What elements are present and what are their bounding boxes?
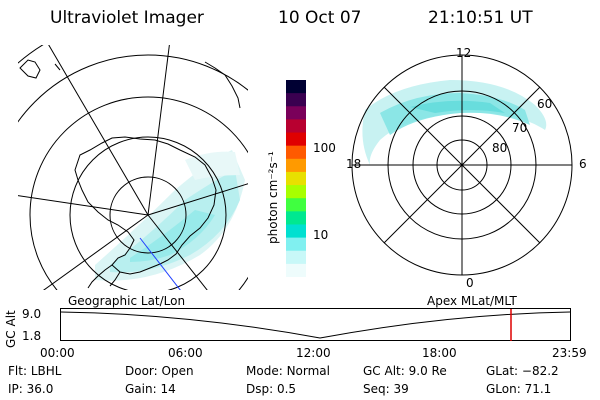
left-coastline-south-america	[19, 59, 241, 109]
status-door-value: Open	[161, 364, 194, 378]
altitude-tick-high: 9.0	[22, 307, 42, 321]
colorbar-band	[286, 250, 306, 265]
colorbar-band	[286, 119, 306, 134]
time-tick-0000: 00:00	[40, 346, 75, 360]
status-dsp: Dsp: 0.5	[246, 382, 296, 396]
status-glat-label: GLat:	[486, 364, 519, 378]
status-gain-label: Gain:	[125, 382, 157, 396]
mlat-label-70: 70	[512, 121, 528, 135]
time-tick-2359: 23:59	[552, 346, 587, 360]
mlat-label-80: 80	[492, 141, 508, 155]
status-glon-label: GLon:	[486, 382, 521, 396]
colorbar-band	[286, 171, 306, 186]
colorbar-band	[286, 198, 306, 212]
status-ip-value: 36.0	[26, 382, 54, 396]
colorbar-band	[286, 145, 306, 160]
status-dsp-value: 0.5	[276, 382, 297, 396]
mlat-label-60: 60	[537, 97, 553, 111]
status-ip-label: IP:	[8, 382, 23, 396]
mlt-label-left: 18	[346, 157, 362, 171]
mlt-label-bottom: 0	[466, 276, 474, 290]
status-door-label: Door:	[125, 364, 158, 378]
colorbar-tick-100: 100	[313, 141, 336, 155]
colorbar-tick-10: 10	[313, 228, 329, 242]
geographic-map	[18, 45, 248, 290]
status-mode-value: Normal	[286, 364, 330, 378]
altitude-plot-frame	[60, 308, 571, 341]
status-seq: Seq: 39	[363, 382, 409, 396]
altitude-curve	[60, 311, 571, 339]
status-gain: Gain: 14	[125, 382, 176, 396]
colorbar-band	[286, 211, 306, 226]
left-track-line	[139, 237, 181, 290]
status-gc-alt-value: 9.0 Re	[408, 364, 447, 378]
colorbar-band	[286, 93, 306, 107]
altitude-tick-low: 1.8	[22, 329, 42, 343]
status-seq-label: Seq:	[363, 382, 390, 396]
status-glon-value: 71.1	[524, 382, 552, 396]
status-glat-value: −82.2	[521, 364, 559, 378]
status-glat: GLat: −82.2	[486, 364, 559, 378]
status-filter-value: LBHL	[30, 364, 62, 378]
status-door: Door: Open	[125, 364, 194, 378]
colorbar-band	[286, 185, 306, 199]
colorbar-band	[286, 158, 306, 173]
time-tick-1800: 18:00	[422, 346, 457, 360]
left-lat-circles	[18, 45, 248, 290]
date-label: 10 Oct 07	[278, 8, 362, 28]
colorbar-band	[286, 132, 306, 147]
status-mode-label: Mode:	[246, 364, 283, 378]
left-meridians	[18, 45, 248, 290]
altitude-axis-title: GC Alt	[4, 310, 18, 348]
time-label: 21:10:51 UT	[428, 8, 533, 28]
altitude-plot	[60, 308, 571, 341]
status-gc-alt-label: GC Alt:	[363, 364, 405, 378]
time-tick-1200: 12:00	[296, 346, 331, 360]
status-mode: Mode: Normal	[246, 364, 330, 378]
colorbar	[286, 80, 306, 278]
colorbar-band	[286, 263, 306, 278]
status-gain-value: 14	[160, 382, 176, 396]
left-coastline	[74, 136, 217, 275]
colorbar-band	[286, 80, 306, 94]
apex-mlat-mlt-map	[351, 54, 573, 276]
colorbar-band	[286, 224, 306, 239]
status-gc-alt: GC Alt: 9.0 Re	[363, 364, 447, 378]
colorbar-unit-label: photon cm⁻²s⁻¹	[266, 151, 280, 244]
time-tick-0600: 06:00	[168, 346, 203, 360]
right-mlt-lines	[352, 55, 572, 275]
left-coastline-peninsula	[87, 264, 121, 289]
status-dsp-label: Dsp:	[246, 382, 274, 396]
left-aurora-emission	[95, 150, 245, 281]
instrument-title: Ultraviolet Imager	[50, 8, 204, 28]
colorbar-gradient	[286, 80, 306, 278]
geographic-caption: Geographic Lat/Lon	[68, 294, 186, 308]
status-ip: IP: 36.0	[8, 382, 53, 396]
status-glon: GLon: 71.1	[486, 382, 551, 396]
status-filter: Flt: LBHL	[8, 364, 61, 378]
colorbar-band	[286, 237, 306, 252]
colorbar-band	[286, 106, 306, 120]
mlt-label-top: 12	[456, 46, 472, 60]
status-filter-label: Flt:	[8, 364, 27, 378]
apex-caption: Apex MLat/MLT	[427, 294, 517, 308]
status-seq-value: 39	[393, 382, 409, 396]
mlt-label-right: 6	[579, 157, 587, 171]
